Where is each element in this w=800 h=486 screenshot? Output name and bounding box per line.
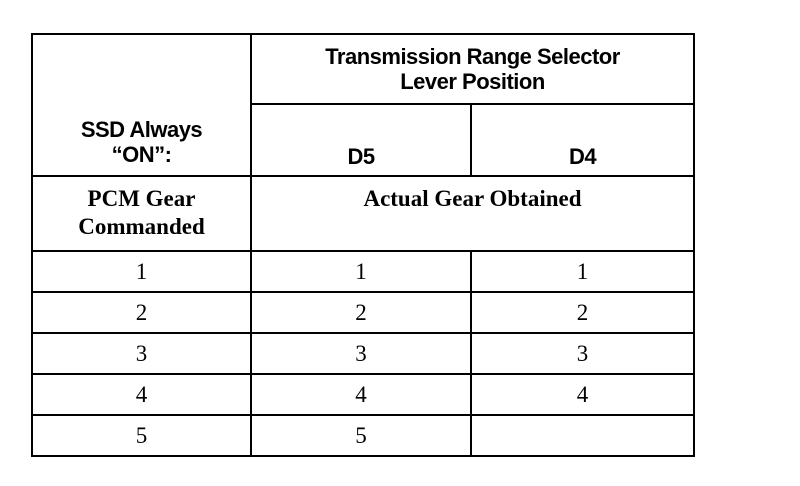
d5-cell: 4 [250,373,472,416]
pcm-cell: 5 [31,414,252,457]
d4-cell: 1 [470,250,695,293]
pcm-header: PCM Gear Commanded [31,175,252,252]
ssd-header: SSD Always “ON”: [31,33,252,177]
table-row: 5 5 [31,414,695,457]
gear-table: SSD Always “ON”: Transmission Range Sele… [31,33,695,457]
d5-cell: 5 [250,414,472,457]
table-row: 3 3 3 [31,332,695,375]
pcm-line1: PCM Gear [87,186,196,211]
pcm-line2: Commanded [78,214,205,239]
table-row: 2 2 2 [31,291,695,334]
d4-cell: 4 [470,373,695,416]
pcm-cell: 3 [31,332,252,375]
col-d5-header: D5 [250,103,472,177]
d5-cell: 2 [250,291,472,334]
d5-cell: 3 [250,332,472,375]
trs-line1: Transmission Range Selector [325,44,620,69]
d4-cell [470,414,695,457]
actual-gear-header: Actual Gear Obtained [250,175,695,252]
ssd-line1: SSD Always [80,117,203,142]
trs-header: Transmission Range Selector Lever Positi… [250,33,695,105]
d4-cell: 3 [470,332,695,375]
table-row: 4 4 4 [31,373,695,416]
col-d4-header: D4 [470,103,695,177]
pcm-cell: 1 [31,250,252,293]
ssd-line2: “ON”: [111,142,172,167]
pcm-cell: 2 [31,291,252,334]
table-row: 1 1 1 [31,250,695,293]
trs-line2: Lever Position [400,69,545,94]
d5-cell: 1 [250,250,472,293]
d4-cell: 2 [470,291,695,334]
pcm-cell: 4 [31,373,252,416]
